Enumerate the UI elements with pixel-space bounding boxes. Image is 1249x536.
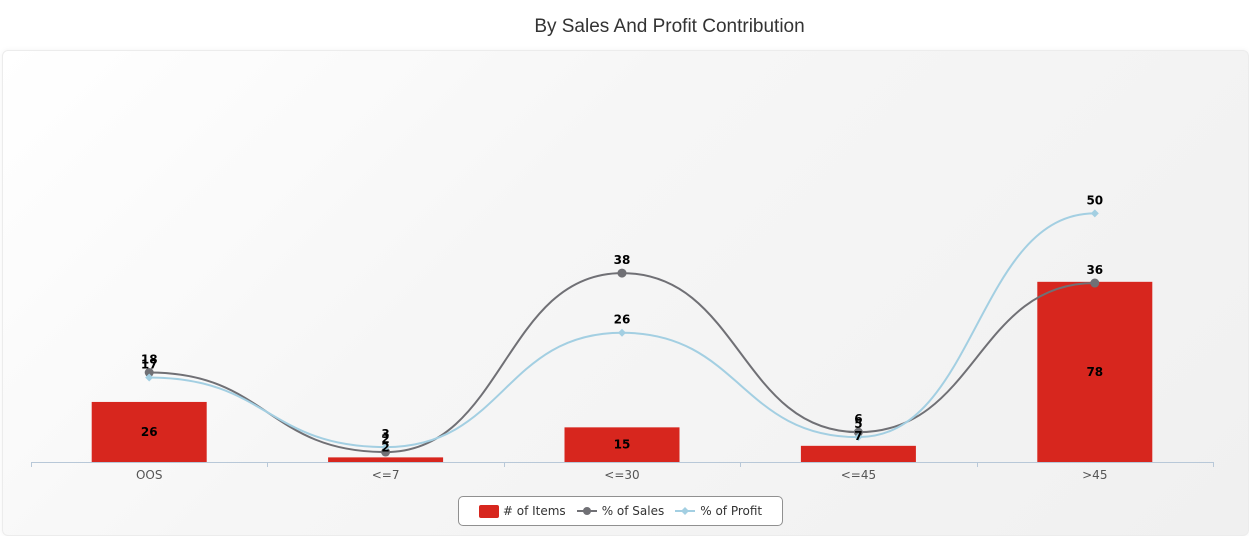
point-sales-4 [1090, 278, 1100, 288]
label-profit-4: 50 [1086, 193, 1103, 207]
label-profit-0: 17 [141, 357, 158, 371]
legend: # of Items % of Sales % of Profit [458, 496, 783, 526]
lines-layer [144, 209, 1100, 457]
legend-item-sales[interactable]: % of Sales [576, 504, 665, 518]
point-profit-1 [381, 443, 390, 452]
bar-2 [564, 427, 680, 462]
point-sales-1 [381, 447, 391, 457]
legend-swatch-sales [576, 507, 597, 515]
label-sales-3: 6 [854, 412, 862, 426]
label-profit-1: 3 [381, 427, 389, 441]
label-profit-2: 26 [614, 313, 631, 327]
x-tick-label-3: <=45 [841, 468, 876, 482]
legend-swatch-items [478, 504, 499, 518]
point-sales-0 [144, 368, 154, 378]
point-sales-3 [853, 427, 863, 437]
line-profit [149, 212, 1095, 449]
x-tick-label-0: OOS [136, 468, 163, 482]
bars-layer [91, 281, 1153, 462]
chart-title: By Sales And Profit Contribution [534, 16, 805, 37]
label-sales-0: 18 [141, 353, 158, 367]
bar-0 [91, 401, 207, 462]
label-items-0: 26 [141, 425, 158, 439]
legend-item-items[interactable]: # of Items [478, 504, 566, 518]
label-profit-3: 5 [854, 417, 862, 431]
bar-1 [328, 457, 444, 462]
label-items-3: 7 [854, 429, 862, 443]
legend-label-items: # of Items [502, 504, 566, 518]
x-tick-label-4: >45 [1082, 468, 1107, 482]
label-items-2: 15 [614, 438, 631, 452]
point-profit-4 [1090, 209, 1099, 218]
point-profit-0 [145, 373, 154, 382]
point-profit-2 [618, 328, 626, 337]
x-axis: OOS <=7 <=30 <=45 >45 [31, 462, 1214, 482]
legend-label-sales: % of Sales [601, 504, 665, 518]
label-sales-1: 2 [381, 432, 389, 446]
bar-4 [1037, 281, 1153, 462]
data-labels-layer: 26 2 15 7 78 18 2 38 6 36 17 3 26 5 50 [141, 193, 1103, 454]
legend-label-profit: % of Profit [700, 504, 763, 518]
bar-3 [800, 445, 916, 462]
legend-item-profit[interactable]: % of Profit [674, 504, 762, 518]
label-sales-4: 36 [1086, 263, 1103, 277]
legend-swatch-profit [675, 507, 696, 515]
point-sales-2 [617, 268, 627, 278]
x-tick-label-1: <=7 [372, 468, 400, 482]
label-items-4: 78 [1086, 365, 1103, 379]
point-profit-3 [854, 433, 863, 442]
label-sales-2: 38 [614, 253, 631, 267]
x-tick-label-2: <=30 [604, 468, 639, 482]
label-items-1: 2 [381, 440, 389, 454]
